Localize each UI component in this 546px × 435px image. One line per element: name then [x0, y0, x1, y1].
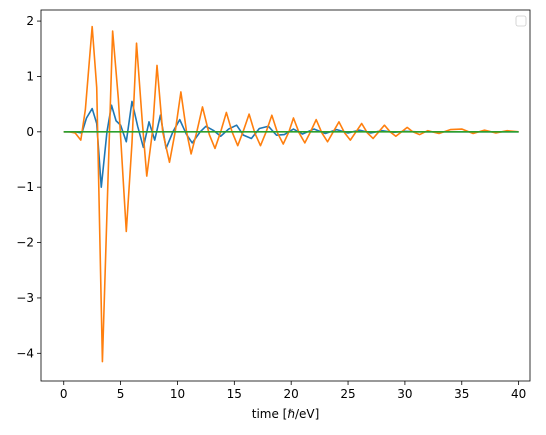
- legend[interactable]: [515, 15, 527, 27]
- x-axis: 0 5 10 15 20 25 30 35 40: [60, 381, 526, 401]
- y-tick-label: 1: [26, 69, 34, 83]
- y-tick-label: −2: [16, 236, 34, 250]
- legend-box: [515, 15, 527, 27]
- x-tick-label: 15: [227, 387, 242, 401]
- x-tick-label: 25: [340, 387, 355, 401]
- y-tick-label: 0: [26, 125, 34, 139]
- x-tick-label: 10: [170, 387, 185, 401]
- x-tick-label: 5: [117, 387, 125, 401]
- x-tick-label: 40: [511, 387, 526, 401]
- plot-background: [41, 10, 530, 381]
- series-line-1: [63, 100, 519, 188]
- x-tick-label: 0: [60, 387, 68, 401]
- x-tick-label: 20: [284, 387, 299, 401]
- plot-frame: [40, 9, 531, 382]
- series-layer: [63, 25, 519, 363]
- plot-area: [40, 9, 531, 382]
- y-tick-label: 2: [26, 14, 34, 28]
- y-axis: −4 −3 −2 −1 0 1 2: [16, 14, 41, 360]
- y-tick-label: −4: [16, 346, 34, 360]
- y-tick-label: −1: [16, 180, 34, 194]
- x-tick-label: 35: [454, 387, 469, 401]
- y-tick-label: −3: [16, 291, 34, 305]
- x-tick-label: 30: [397, 387, 412, 401]
- x-axis-label: time [ℏ/eV]: [252, 407, 320, 421]
